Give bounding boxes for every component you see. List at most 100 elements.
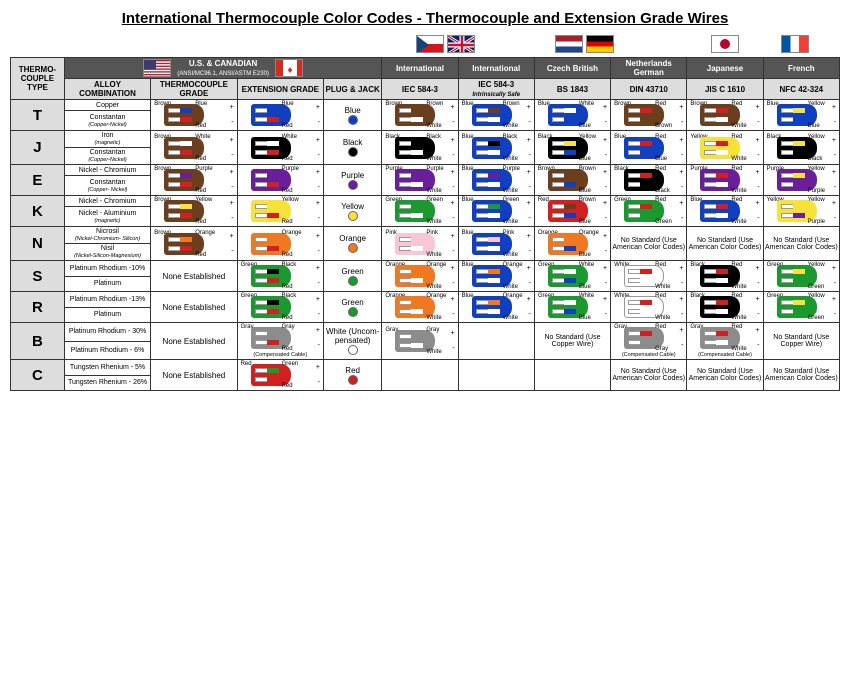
alloy-pos: Platinum Rhodium -13% bbox=[64, 292, 150, 308]
cell-J-2: Black bbox=[323, 131, 381, 165]
alloy-pos: Copper bbox=[64, 100, 150, 111]
cell-B-1: Gray GrayRed +-(Compensated Cable) bbox=[237, 323, 323, 360]
type-S: S bbox=[11, 261, 65, 292]
alloy-pos: Iron(magnetic) bbox=[64, 131, 150, 148]
cell-J-5: Black YellowBlue +- bbox=[534, 131, 610, 165]
cell-J-1: WhiteRed +- bbox=[237, 131, 323, 165]
cell-B-7: Gray RedWhite +-(Compensated Cable) bbox=[687, 323, 763, 360]
cell-C-7: No Standard (Use American Color Codes) bbox=[687, 360, 763, 391]
cell-K-4: Blue GreenWhite +- bbox=[458, 196, 534, 227]
flag-japan bbox=[711, 35, 739, 53]
cell-E-3: Purple PurpleWhite +- bbox=[382, 165, 458, 196]
cell-E-2: Purple bbox=[323, 165, 381, 196]
cell-C-5 bbox=[534, 360, 610, 391]
cell-J-4: Blue BlackWhite +- bbox=[458, 131, 534, 165]
cell-N-0: Brown OrangeRed +- bbox=[151, 227, 237, 261]
cell-S-7: Black RedWhite +- bbox=[687, 261, 763, 292]
cell-R-5: Green WhiteBlue +- bbox=[534, 292, 610, 323]
page-title: International Thermocouple Color Codes -… bbox=[10, 10, 840, 27]
alloy-neg: Constantan(Copper- Nickel) bbox=[64, 176, 150, 196]
cell-S-5: Green WhiteBlue +- bbox=[534, 261, 610, 292]
cell-T-3: Brown BrownWhite +- bbox=[382, 100, 458, 131]
color-code-table: THERMO-COUPLE TYPE U.S. & CANADIAN(ANSI/… bbox=[10, 57, 840, 391]
cell-S-1: Green BlackRed +- bbox=[237, 261, 323, 292]
cell-N-8: No Standard (Use American Color Codes) bbox=[763, 227, 839, 261]
cell-B-8: No Standard (Use Copper Wire) bbox=[763, 323, 839, 360]
cell-T-0: Brown BlueRed +- bbox=[151, 100, 237, 131]
cell-R-8: Green YellowGreen +- bbox=[763, 292, 839, 323]
type-N: N bbox=[11, 227, 65, 261]
cell-B-3: Gray GrayWhite +- bbox=[382, 323, 458, 360]
hdr-us: U.S. & CANADIAN(ANSI/MC96.1, ANSI/ASTM E… bbox=[64, 58, 381, 79]
alloy-pos: Nickel - Chromium bbox=[64, 196, 150, 207]
hdr-tc: THERMOCOUPLE GRADE bbox=[151, 79, 237, 100]
alloy-neg: Platinum bbox=[64, 276, 150, 292]
svg-text:♦: ♦ bbox=[287, 65, 292, 76]
type-E: E bbox=[11, 165, 65, 196]
cell-C-1: Red GreenRed +- bbox=[237, 360, 323, 391]
hdr-jis: JIS C 1610 bbox=[687, 79, 763, 100]
alloy-pos: Tungsten Rhenium - 5% bbox=[64, 360, 150, 376]
cell-S-4: Blue OrangeWhite +- bbox=[458, 261, 534, 292]
cell-B-0: None Established bbox=[151, 323, 237, 360]
cell-K-1: YellowRed +- bbox=[237, 196, 323, 227]
cell-T-4: Blue BrownWhite +- bbox=[458, 100, 534, 131]
cell-B-4 bbox=[458, 323, 534, 360]
cell-S-8: Green YellowGreen +- bbox=[763, 261, 839, 292]
cell-E-1: PurpleRed +- bbox=[237, 165, 323, 196]
alloy-pos: Platinum Rhodium -10% bbox=[64, 261, 150, 277]
cell-K-5: Red BrownBlue +- bbox=[534, 196, 610, 227]
cell-S-0: None Established bbox=[151, 261, 237, 292]
cell-S-2: Green bbox=[323, 261, 381, 292]
flag-usa bbox=[143, 59, 171, 77]
type-J: J bbox=[11, 131, 65, 165]
alloy-neg: Nisil(Nickel-Silicon-Magnesium) bbox=[64, 244, 150, 261]
cell-R-0: None Established bbox=[151, 292, 237, 323]
cell-J-8: Black YellowBlack +- bbox=[763, 131, 839, 165]
hdr-din: DIN 43710 bbox=[611, 79, 687, 100]
cell-J-0: Brown WhiteRed +- bbox=[151, 131, 237, 165]
alloy-pos: Nickel - Chromium bbox=[64, 165, 150, 176]
cell-K-3: Green GreenWhite +- bbox=[382, 196, 458, 227]
flag-france bbox=[781, 35, 809, 53]
alloy-neg: Platinum bbox=[64, 307, 150, 323]
cell-C-6: No Standard (Use American Color Codes) bbox=[611, 360, 687, 391]
cell-N-7: No Standard (Use American Color Codes) bbox=[687, 227, 763, 261]
hdr-ext: EXTENSION GRADE bbox=[237, 79, 323, 100]
cell-R-6: White RedWhite +- bbox=[611, 292, 687, 323]
cell-B-2: White (Uncom-pensated) bbox=[323, 323, 381, 360]
cell-K-7: Blue RedWhite +- bbox=[687, 196, 763, 227]
alloy-pos: Nicrosil(Nickel-Chromium- Silicon) bbox=[64, 227, 150, 244]
hdr-nfc: NFC 42-324 bbox=[763, 79, 839, 100]
hdr-nl: Netherlands German bbox=[611, 58, 687, 79]
cell-E-4: Blue PurpleWhite +- bbox=[458, 165, 534, 196]
cell-K-2: Yellow bbox=[323, 196, 381, 227]
hdr-cz: Czech British bbox=[534, 58, 610, 79]
cell-K-6: Green RedGreen +- bbox=[611, 196, 687, 227]
flag-germany bbox=[586, 35, 614, 53]
cell-R-3: Orange OrangeWhite +- bbox=[382, 292, 458, 323]
type-C: C bbox=[11, 360, 65, 391]
hdr-bs: BS 1843 bbox=[534, 79, 610, 100]
cell-R-7: Black RedWhite +- bbox=[687, 292, 763, 323]
hdr-iec2: IEC 584-3Intrinsically Safe bbox=[458, 79, 534, 100]
cell-R-4: Blue OrangeWhite +- bbox=[458, 292, 534, 323]
cell-C-2: Red bbox=[323, 360, 381, 391]
flag-row bbox=[10, 35, 840, 53]
cell-N-1: OrangeRed +- bbox=[237, 227, 323, 261]
alloy-pos: Platinum Rhodium - 30% bbox=[64, 323, 150, 342]
cell-R-1: Green BlackRed +- bbox=[237, 292, 323, 323]
cell-C-0: None Established bbox=[151, 360, 237, 391]
alloy-neg: Tungsten Rhenium - 26% bbox=[64, 375, 150, 391]
cell-R-2: Green bbox=[323, 292, 381, 323]
flag-netherlands bbox=[555, 35, 583, 53]
cell-N-3: Pink PinkWhite +- bbox=[382, 227, 458, 261]
hdr-iec1: IEC 584-3 bbox=[382, 79, 458, 100]
cell-T-8: Blue YellowBlue +- bbox=[763, 100, 839, 131]
alloy-neg: Constantan(Copper-Nickel) bbox=[64, 111, 150, 131]
alloy-neg: Platinum Rhodium - 6% bbox=[64, 341, 150, 360]
hdr-intl2: International bbox=[458, 58, 534, 79]
type-B: B bbox=[11, 323, 65, 360]
cell-K-8: Yellow YellowPurple +- bbox=[763, 196, 839, 227]
cell-E-8: Purple YellowPurple +- bbox=[763, 165, 839, 196]
